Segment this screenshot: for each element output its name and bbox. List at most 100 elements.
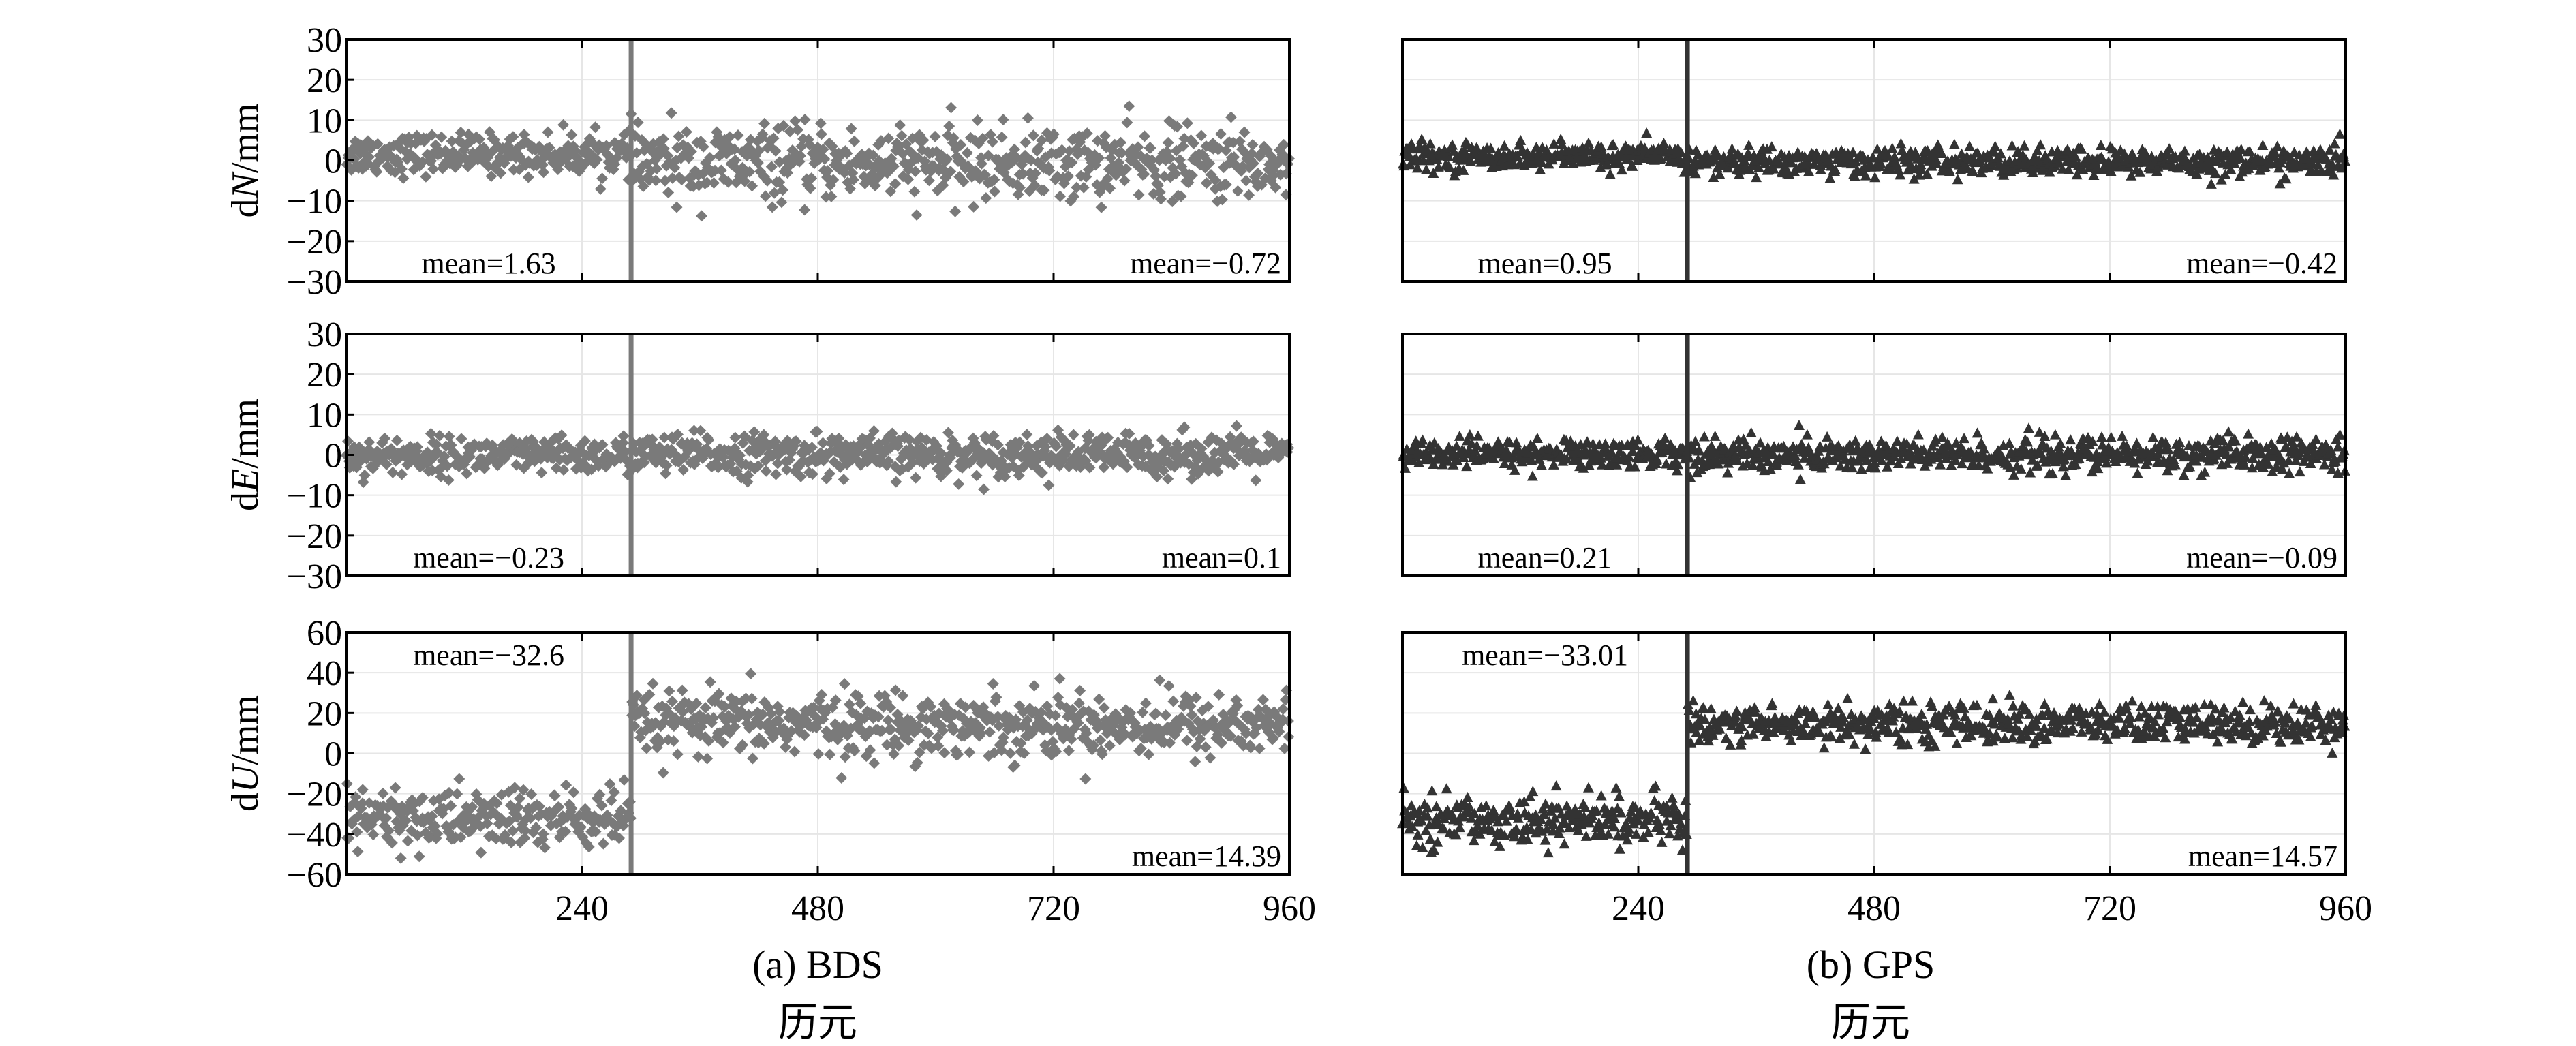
data-point xyxy=(1705,703,1717,713)
data-point xyxy=(970,470,983,482)
data-point xyxy=(1565,435,1576,446)
data-point xyxy=(1982,463,1993,474)
data-point xyxy=(525,788,538,800)
data-point xyxy=(1144,142,1156,154)
y-tick-label: 30 xyxy=(307,21,342,60)
data-point xyxy=(1964,140,1976,151)
data-point xyxy=(669,161,681,174)
data-point xyxy=(855,697,867,709)
data-point xyxy=(1015,737,1027,750)
data-point xyxy=(2273,162,2285,173)
data-point xyxy=(780,741,792,753)
data-point xyxy=(1731,705,1743,716)
data-point xyxy=(1766,141,1777,152)
data-point xyxy=(1133,189,1145,201)
data-point xyxy=(785,725,797,737)
data-point xyxy=(1471,440,1483,451)
data-point xyxy=(512,801,524,814)
data-point xyxy=(2332,441,2344,452)
data-point xyxy=(365,818,378,831)
data-point xyxy=(922,727,934,739)
data-point xyxy=(766,201,778,213)
data-point xyxy=(1098,461,1110,474)
data-point xyxy=(1569,803,1581,814)
data-point xyxy=(549,790,561,802)
data-point xyxy=(1164,737,1176,749)
data-point xyxy=(913,746,925,758)
data-point xyxy=(391,434,403,446)
mean-label-after: mean=0.1 xyxy=(1162,541,1281,574)
data-point xyxy=(1927,700,1938,711)
data-point xyxy=(1135,742,1147,754)
data-point xyxy=(1043,479,1055,491)
data-point xyxy=(1936,431,1948,442)
data-point xyxy=(555,429,568,442)
data-point xyxy=(445,800,457,812)
data-point xyxy=(987,678,999,690)
data-point xyxy=(1054,673,1066,685)
data-point xyxy=(2243,162,2254,173)
data-point xyxy=(1420,825,1432,835)
data-point xyxy=(1150,707,1162,720)
data-point xyxy=(1621,834,1633,845)
data-point xyxy=(1671,465,1683,476)
data-point xyxy=(2027,454,2038,465)
data-point xyxy=(1988,146,1999,157)
data-point xyxy=(2324,144,2335,155)
data-point xyxy=(2235,143,2247,154)
data-point xyxy=(613,832,625,844)
data-point xyxy=(474,133,486,145)
data-point xyxy=(1186,709,1198,721)
data-point xyxy=(688,425,700,437)
data-point xyxy=(943,120,955,132)
data-point xyxy=(1814,440,1826,451)
data-point xyxy=(1573,455,1584,465)
data-point xyxy=(2015,463,2027,474)
data-point xyxy=(2004,437,2015,448)
data-point xyxy=(443,431,455,443)
data-point xyxy=(1654,818,1666,829)
data-point xyxy=(1875,157,1886,168)
data-point xyxy=(426,129,438,141)
data-point xyxy=(673,130,685,142)
data-point xyxy=(401,835,414,847)
data-point xyxy=(2134,166,2146,177)
data-point xyxy=(845,123,857,135)
data-point xyxy=(2037,164,2049,175)
data-point xyxy=(1824,172,1836,183)
data-point xyxy=(968,200,980,213)
data-point xyxy=(823,467,835,480)
data-point xyxy=(680,126,692,138)
data-point xyxy=(756,708,769,720)
data-point xyxy=(371,166,383,178)
data-point xyxy=(1464,429,1475,440)
data-point xyxy=(2305,457,2316,468)
data-point xyxy=(1639,142,1651,153)
data-point xyxy=(426,810,438,822)
data-point xyxy=(1212,728,1224,741)
data-point xyxy=(1515,134,1527,145)
data-point xyxy=(363,151,375,163)
data-point xyxy=(1822,431,1833,442)
data-point xyxy=(676,684,688,696)
data-point xyxy=(1121,461,1133,474)
data-point xyxy=(431,828,444,840)
data-point xyxy=(2218,435,2229,446)
data-point xyxy=(1508,831,1520,842)
data-point xyxy=(1468,835,1479,846)
data-point xyxy=(542,126,554,138)
data-point xyxy=(748,426,761,438)
data-point xyxy=(1137,706,1149,718)
data-point xyxy=(1212,465,1224,478)
data-point xyxy=(1561,800,1573,811)
data-point xyxy=(1469,807,1480,818)
data-point xyxy=(1768,163,1779,174)
data-point xyxy=(1956,148,1967,159)
data-point xyxy=(888,748,900,760)
data-point xyxy=(1808,158,1820,169)
data-point xyxy=(1411,840,1422,850)
data-point xyxy=(411,441,423,453)
data-point xyxy=(1722,467,1734,478)
